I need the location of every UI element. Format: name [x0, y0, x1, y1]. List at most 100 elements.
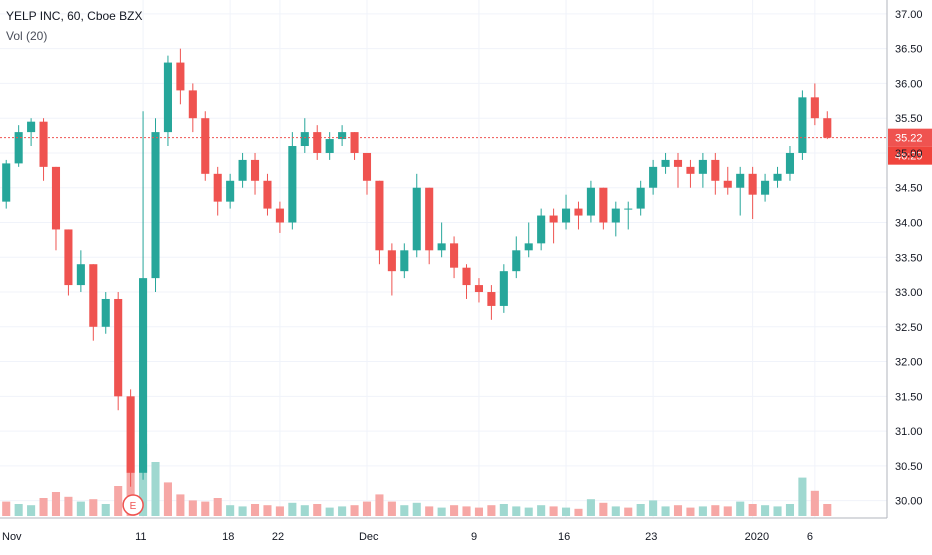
candle-body	[387, 250, 396, 272]
y-tick-label: 30.00	[895, 496, 923, 508]
candle-body	[425, 187, 434, 251]
x-tick-label: 22	[272, 531, 284, 543]
x-tick-label: Dec	[359, 531, 379, 543]
candle-body	[624, 208, 633, 210]
y-tick-label: 36.00	[895, 78, 923, 90]
volume-bar	[661, 506, 670, 516]
y-tick-label: 30.50	[895, 461, 923, 473]
candle-body	[188, 90, 197, 119]
x-tick-label: 11	[135, 531, 146, 543]
last-price-tag	[888, 128, 932, 147]
candle-body	[723, 180, 732, 188]
volume-bar	[586, 499, 595, 516]
last-price-line: 35.22 46:29	[0, 128, 932, 165]
grid-lines	[0, 0, 887, 518]
candle-body	[785, 152, 795, 174]
candle-body	[325, 139, 334, 153]
candle-body	[226, 180, 235, 202]
volume-bar	[188, 500, 197, 516]
candle-body	[748, 173, 757, 195]
volume-bar	[450, 505, 459, 516]
candle-body	[698, 159, 707, 174]
candle-body	[649, 166, 658, 188]
symbol-title[interactable]: YELP INC, 60, Cboe BZX	[6, 9, 143, 23]
volume-bar	[163, 482, 172, 516]
candle-body	[761, 180, 770, 195]
y-tick-label: 34.00	[895, 217, 923, 229]
volume-bar	[151, 462, 160, 516]
volume-bar	[101, 504, 110, 516]
volume-bar	[51, 492, 61, 516]
candle-body	[450, 243, 459, 268]
volume-bar	[263, 505, 272, 516]
volume-bars	[2, 444, 832, 516]
volume-bar	[76, 501, 85, 516]
candle-body	[176, 62, 185, 91]
volume-bar	[736, 501, 745, 516]
volume-bar	[362, 501, 372, 516]
candle-body	[773, 173, 782, 181]
y-tick-label: 35.50	[895, 113, 923, 125]
volume-bar	[823, 504, 832, 516]
y-tick-label: 33.50	[895, 252, 923, 264]
volume-bar	[89, 499, 98, 516]
candle-body	[736, 173, 745, 188]
volume-bar	[512, 506, 521, 516]
x-tick-label: 9	[471, 531, 477, 543]
earnings-label: E	[130, 501, 137, 512]
volume-bar	[338, 506, 347, 516]
candle-body	[499, 271, 508, 306]
y-tick-label: 31.00	[895, 426, 923, 438]
candle-body	[462, 267, 471, 286]
volume-bar	[275, 506, 284, 516]
volume-bar	[748, 504, 757, 516]
earnings-icon[interactable]	[122, 494, 144, 516]
last-price-value: 35.22	[895, 133, 923, 145]
candle-body	[673, 159, 683, 167]
volume-bar	[761, 505, 770, 516]
axes[interactable]: 37.00 36.50 36.00 35.50 35.00 34.50 34.00 33.50…	[0, 0, 923, 543]
volume-bar	[114, 486, 123, 516]
volume-bar	[2, 501, 11, 516]
volume-bar	[213, 498, 222, 516]
x-tick-label: 23	[645, 531, 657, 543]
volume-bar	[412, 502, 421, 516]
candle-body	[599, 187, 608, 223]
candle-body	[263, 180, 272, 209]
candle-body	[163, 62, 172, 133]
candle-body	[51, 166, 61, 230]
candle-body	[549, 215, 558, 223]
candle-body	[561, 208, 571, 223]
volume-study-label[interactable]: Vol (20)	[6, 29, 48, 43]
volume-bar	[810, 490, 819, 516]
candle-body	[201, 118, 210, 174]
countdown-value: 46:29	[895, 151, 923, 163]
volume-bar	[27, 505, 36, 516]
volume-bar	[425, 506, 434, 516]
volume-bar	[176, 494, 185, 516]
y-tick-label: 32.50	[895, 322, 923, 334]
candle-body	[2, 163, 11, 202]
volume-bar	[723, 506, 732, 516]
volume-bar	[711, 505, 720, 516]
volume-bar	[14, 504, 23, 516]
earnings-marker[interactable]: E	[122, 494, 144, 516]
candle-body	[89, 264, 98, 327]
volume-bar	[499, 504, 508, 516]
y-tick-label: 33.00	[895, 287, 923, 299]
candle-body	[400, 250, 409, 272]
volume-bar	[474, 507, 483, 516]
x-tick-label: 2020	[745, 531, 769, 543]
volume-bar	[785, 504, 795, 516]
volume-bar	[561, 507, 571, 516]
countdown-tag	[888, 146, 932, 165]
candle-body	[574, 208, 583, 216]
chart-legend: YELP INC, 60, Cboe BZX Vol (20)	[6, 6, 143, 46]
candle-body	[362, 152, 372, 181]
candle-body	[300, 132, 309, 147]
y-tick-label: 36.50	[895, 44, 923, 56]
candle-body	[313, 132, 322, 153]
volume-bar	[574, 508, 583, 516]
